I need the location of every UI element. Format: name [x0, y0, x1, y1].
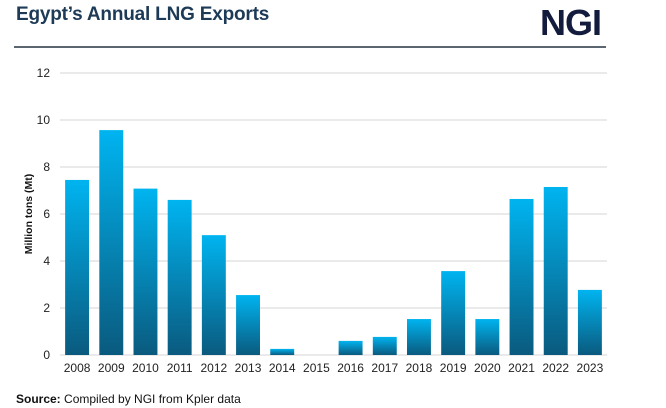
source-note: Source: Compiled by NGI from Kpler data — [16, 392, 241, 406]
bar-2010 — [133, 188, 158, 355]
bar-2014 — [270, 348, 295, 355]
bar-2013 — [236, 295, 260, 355]
bar-2019 — [441, 271, 466, 355]
bar-2011 — [167, 199, 192, 355]
source-text: Compiled by NGI from Kpler data — [60, 392, 241, 406]
bar-2012 — [201, 235, 226, 355]
y-tick-label: 0 — [43, 348, 50, 362]
bar-2008 — [65, 179, 90, 355]
x-tick-label: 2021 — [508, 361, 535, 375]
bar-2016 — [338, 340, 363, 355]
source-label: Source: — [16, 392, 61, 406]
x-tick-label: 2014 — [269, 361, 296, 375]
x-tick-label: 2011 — [167, 361, 193, 375]
x-tick-label: 2020 — [474, 361, 501, 375]
x-tick-label: 2015 — [303, 361, 330, 375]
title-divider — [14, 46, 606, 48]
bar-2022 — [543, 186, 568, 355]
bar-2020 — [475, 319, 500, 355]
x-tick-label: 2016 — [337, 361, 364, 375]
x-tick-label: 2009 — [98, 361, 125, 375]
y-tick-label: 10 — [37, 113, 51, 127]
y-axis-label: Million tons (Mt) — [23, 174, 35, 254]
bar-2018 — [407, 319, 431, 355]
x-tick-label: 2013 — [235, 361, 262, 375]
y-tick-label: 4 — [43, 254, 50, 268]
x-tick-label: 2018 — [406, 361, 433, 375]
x-tick-label: 2022 — [542, 361, 569, 375]
bar-2021 — [509, 198, 534, 355]
x-tick-label: 2012 — [200, 361, 227, 375]
chart-title: Egypt’s Annual LNG Exports — [16, 4, 270, 25]
bar-2009 — [99, 130, 124, 355]
bar-2023 — [577, 289, 602, 355]
ngi-logo: NGI — [540, 2, 602, 43]
x-tick-label: 2008 — [64, 361, 91, 375]
y-tick-label: 2 — [43, 301, 50, 315]
y-tick-label: 6 — [43, 207, 50, 221]
x-tick-label: 2017 — [371, 361, 398, 375]
y-tick-label: 8 — [43, 160, 50, 174]
x-tick-label: 2019 — [440, 361, 467, 375]
x-tick-label: 2010 — [132, 361, 159, 375]
bar-2017 — [372, 336, 397, 355]
x-tick-label: 2023 — [577, 361, 604, 375]
y-tick-label: 12 — [37, 66, 51, 80]
